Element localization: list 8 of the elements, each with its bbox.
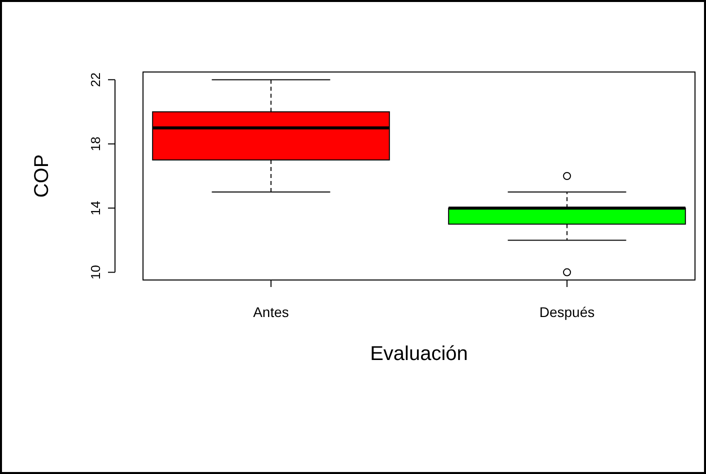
y-tick-label: 18 [88, 136, 103, 152]
x-axis-title: Evaluación [370, 343, 468, 365]
y-tick-label: 14 [88, 200, 103, 216]
y-axis-title: COP [31, 154, 53, 198]
x-tick-label: Después [539, 304, 595, 320]
y-tick-label: 10 [88, 265, 103, 280]
y-tick-label: 22 [88, 72, 103, 87]
x-tick-label: Antes [253, 304, 289, 320]
